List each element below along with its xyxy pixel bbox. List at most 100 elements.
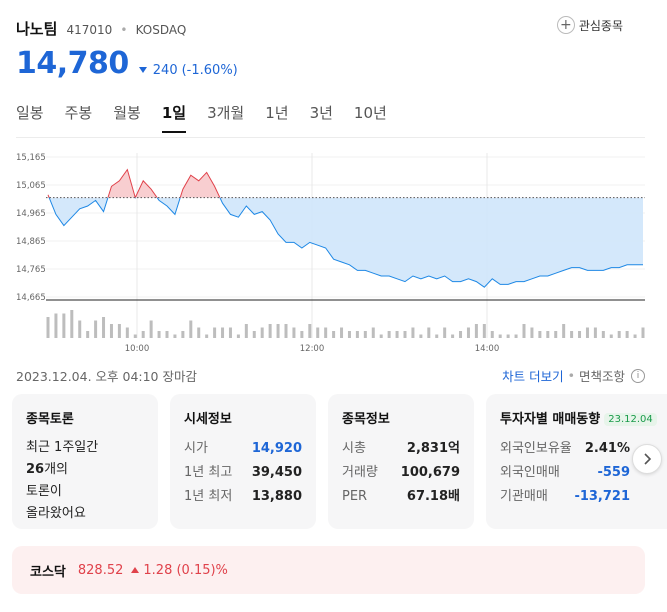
x-tick-label: 12:00 (300, 344, 325, 354)
x-tick-label: 14:00 (475, 344, 500, 354)
discussion-summary: 최근 1주일간 26개의 토론이 올라왔어요 (26, 437, 144, 525)
volume-bar (546, 331, 550, 338)
price-line-below (48, 197, 643, 288)
tab-daily[interactable]: 일봉 (16, 104, 44, 122)
volume-bar (197, 327, 201, 338)
volume-bar (292, 327, 296, 338)
volume-bar (355, 331, 359, 338)
volume-bar (324, 327, 328, 338)
row-value: 67.18배 (406, 489, 460, 504)
y-tick-label: 15,065 (16, 181, 46, 191)
volume-bar (570, 331, 574, 338)
row-key: 1년 최저 (184, 489, 233, 504)
row-key: 외국인보유율 (500, 441, 572, 456)
above-prev-close-area (48, 169, 643, 198)
volume-bar (141, 331, 145, 338)
watchlist-label: 관심종목 (578, 18, 623, 33)
disclaimer-link[interactable]: 면책조항 (578, 369, 625, 384)
row-key: PER (342, 489, 368, 504)
volume-bar (554, 331, 558, 338)
volume-bar (419, 334, 423, 338)
card-row: 시총 2,831억 (342, 437, 460, 461)
chevron-right-icon (644, 453, 652, 465)
card-title: 투자자별 매매동향 23.12.04 (500, 408, 662, 427)
volume-bar (260, 327, 264, 338)
info-icon[interactable]: i (631, 368, 645, 383)
volume-bar (173, 334, 177, 338)
row-key: 외국인매매 (500, 465, 560, 480)
volume-bar (379, 334, 383, 338)
volume-bar (102, 317, 106, 338)
volume-bar (228, 327, 232, 338)
row-value: 2,831억 (406, 441, 460, 456)
volume-bar (268, 324, 272, 338)
volume-bar (530, 327, 534, 338)
change-amount: 240 (152, 62, 178, 78)
volume-bar (562, 324, 566, 338)
discussion-line: 26개의 (26, 459, 144, 481)
volume-bar (70, 310, 74, 338)
row-key: 시가 (184, 441, 208, 456)
tab-monthly[interactable]: 월봉 (113, 104, 141, 122)
volume-bar (252, 331, 256, 338)
y-tick-label: 15,165 (16, 153, 46, 163)
volume-bar (427, 327, 431, 338)
tab-10years[interactable]: 10년 (353, 104, 387, 122)
row-value: -559 (597, 465, 630, 480)
volume-bar (236, 334, 240, 338)
volume-bar (578, 331, 582, 338)
volume-bar (205, 334, 209, 338)
index-change: 1.28 (0.15)% (143, 562, 228, 578)
volume-bar (625, 331, 629, 338)
tab-weekly[interactable]: 주봉 (64, 104, 93, 122)
price-change: 240 (-1.60%) (138, 62, 238, 78)
volume-bar (125, 327, 129, 338)
market-info-card[interactable]: 시세정보 시가 14,920 1년 최고 39,450 1년 최저 13,880 (170, 394, 316, 529)
intraday-price-chart[interactable]: 15,165 15,065 14,965 14,865 14,765 14,665 10:0… (0, 140, 667, 355)
card-row: 거래량 100,679 (342, 461, 460, 485)
discussion-count: 26 (26, 462, 45, 477)
discussion-count-suffix: 개의 (44, 462, 69, 477)
volume-bar (308, 324, 312, 338)
kosdaq-index-bar[interactable]: 코스닥 828.52 1.28 (0.15)% (12, 546, 645, 594)
discussion-line: 최근 1주일간 (26, 440, 99, 455)
price-line-above (47, 168, 221, 198)
separator-dot: • (567, 368, 575, 383)
volume-bar (133, 334, 137, 338)
tab-1day[interactable]: 1일 (161, 102, 187, 133)
volume-bar (46, 317, 50, 338)
row-key: 기관매매 (500, 489, 548, 504)
row-key: 시총 (342, 441, 366, 456)
chart-period-tabs: 일봉 주봉 월봉 1일 3개월 1년 3년 10년 (16, 102, 408, 133)
volume-bar (332, 331, 336, 338)
card-row: 외국인보유율 2.41% (500, 437, 630, 461)
tab-3years[interactable]: 3년 (309, 104, 333, 122)
volume-bar (340, 327, 344, 338)
carousel-next-button[interactable] (632, 444, 662, 474)
discussion-card[interactable]: 종목토론 최근 1주일간 26개의 토론이 올라왔어요 (12, 394, 158, 529)
volume-bar (474, 324, 478, 338)
stock-name: 나노팀 (16, 20, 58, 38)
card-row: 외국인매매 -559 (500, 461, 630, 485)
y-tick-label: 14,965 (16, 209, 46, 219)
volume-bar (78, 320, 82, 338)
stock-info-card[interactable]: 종목정보 시총 2,831억 거래량 100,679 PER 67.18배 (328, 394, 474, 529)
volume-bar (466, 327, 470, 338)
volume-bar (617, 331, 621, 338)
add-watchlist-button[interactable]: + 관심종목 (556, 16, 623, 34)
volume-bar (498, 334, 502, 338)
volume-bar (300, 331, 304, 338)
chart-more-link[interactable]: 차트 더보기 (502, 369, 564, 384)
card-row: 시가 14,920 (184, 437, 302, 461)
y-tick-label: 14,765 (16, 265, 46, 275)
volume-bar (593, 327, 597, 338)
tab-1year[interactable]: 1년 (265, 104, 289, 122)
row-value: 2.41% (584, 441, 630, 456)
plus-icon: + (556, 16, 575, 34)
volume-bar (601, 331, 605, 338)
row-value: -13,721 (574, 489, 630, 504)
volume-bar (276, 324, 280, 338)
tab-3months[interactable]: 3개월 (207, 104, 245, 122)
change-percent: (-1.60%) (181, 62, 238, 78)
volume-bar (514, 334, 518, 338)
